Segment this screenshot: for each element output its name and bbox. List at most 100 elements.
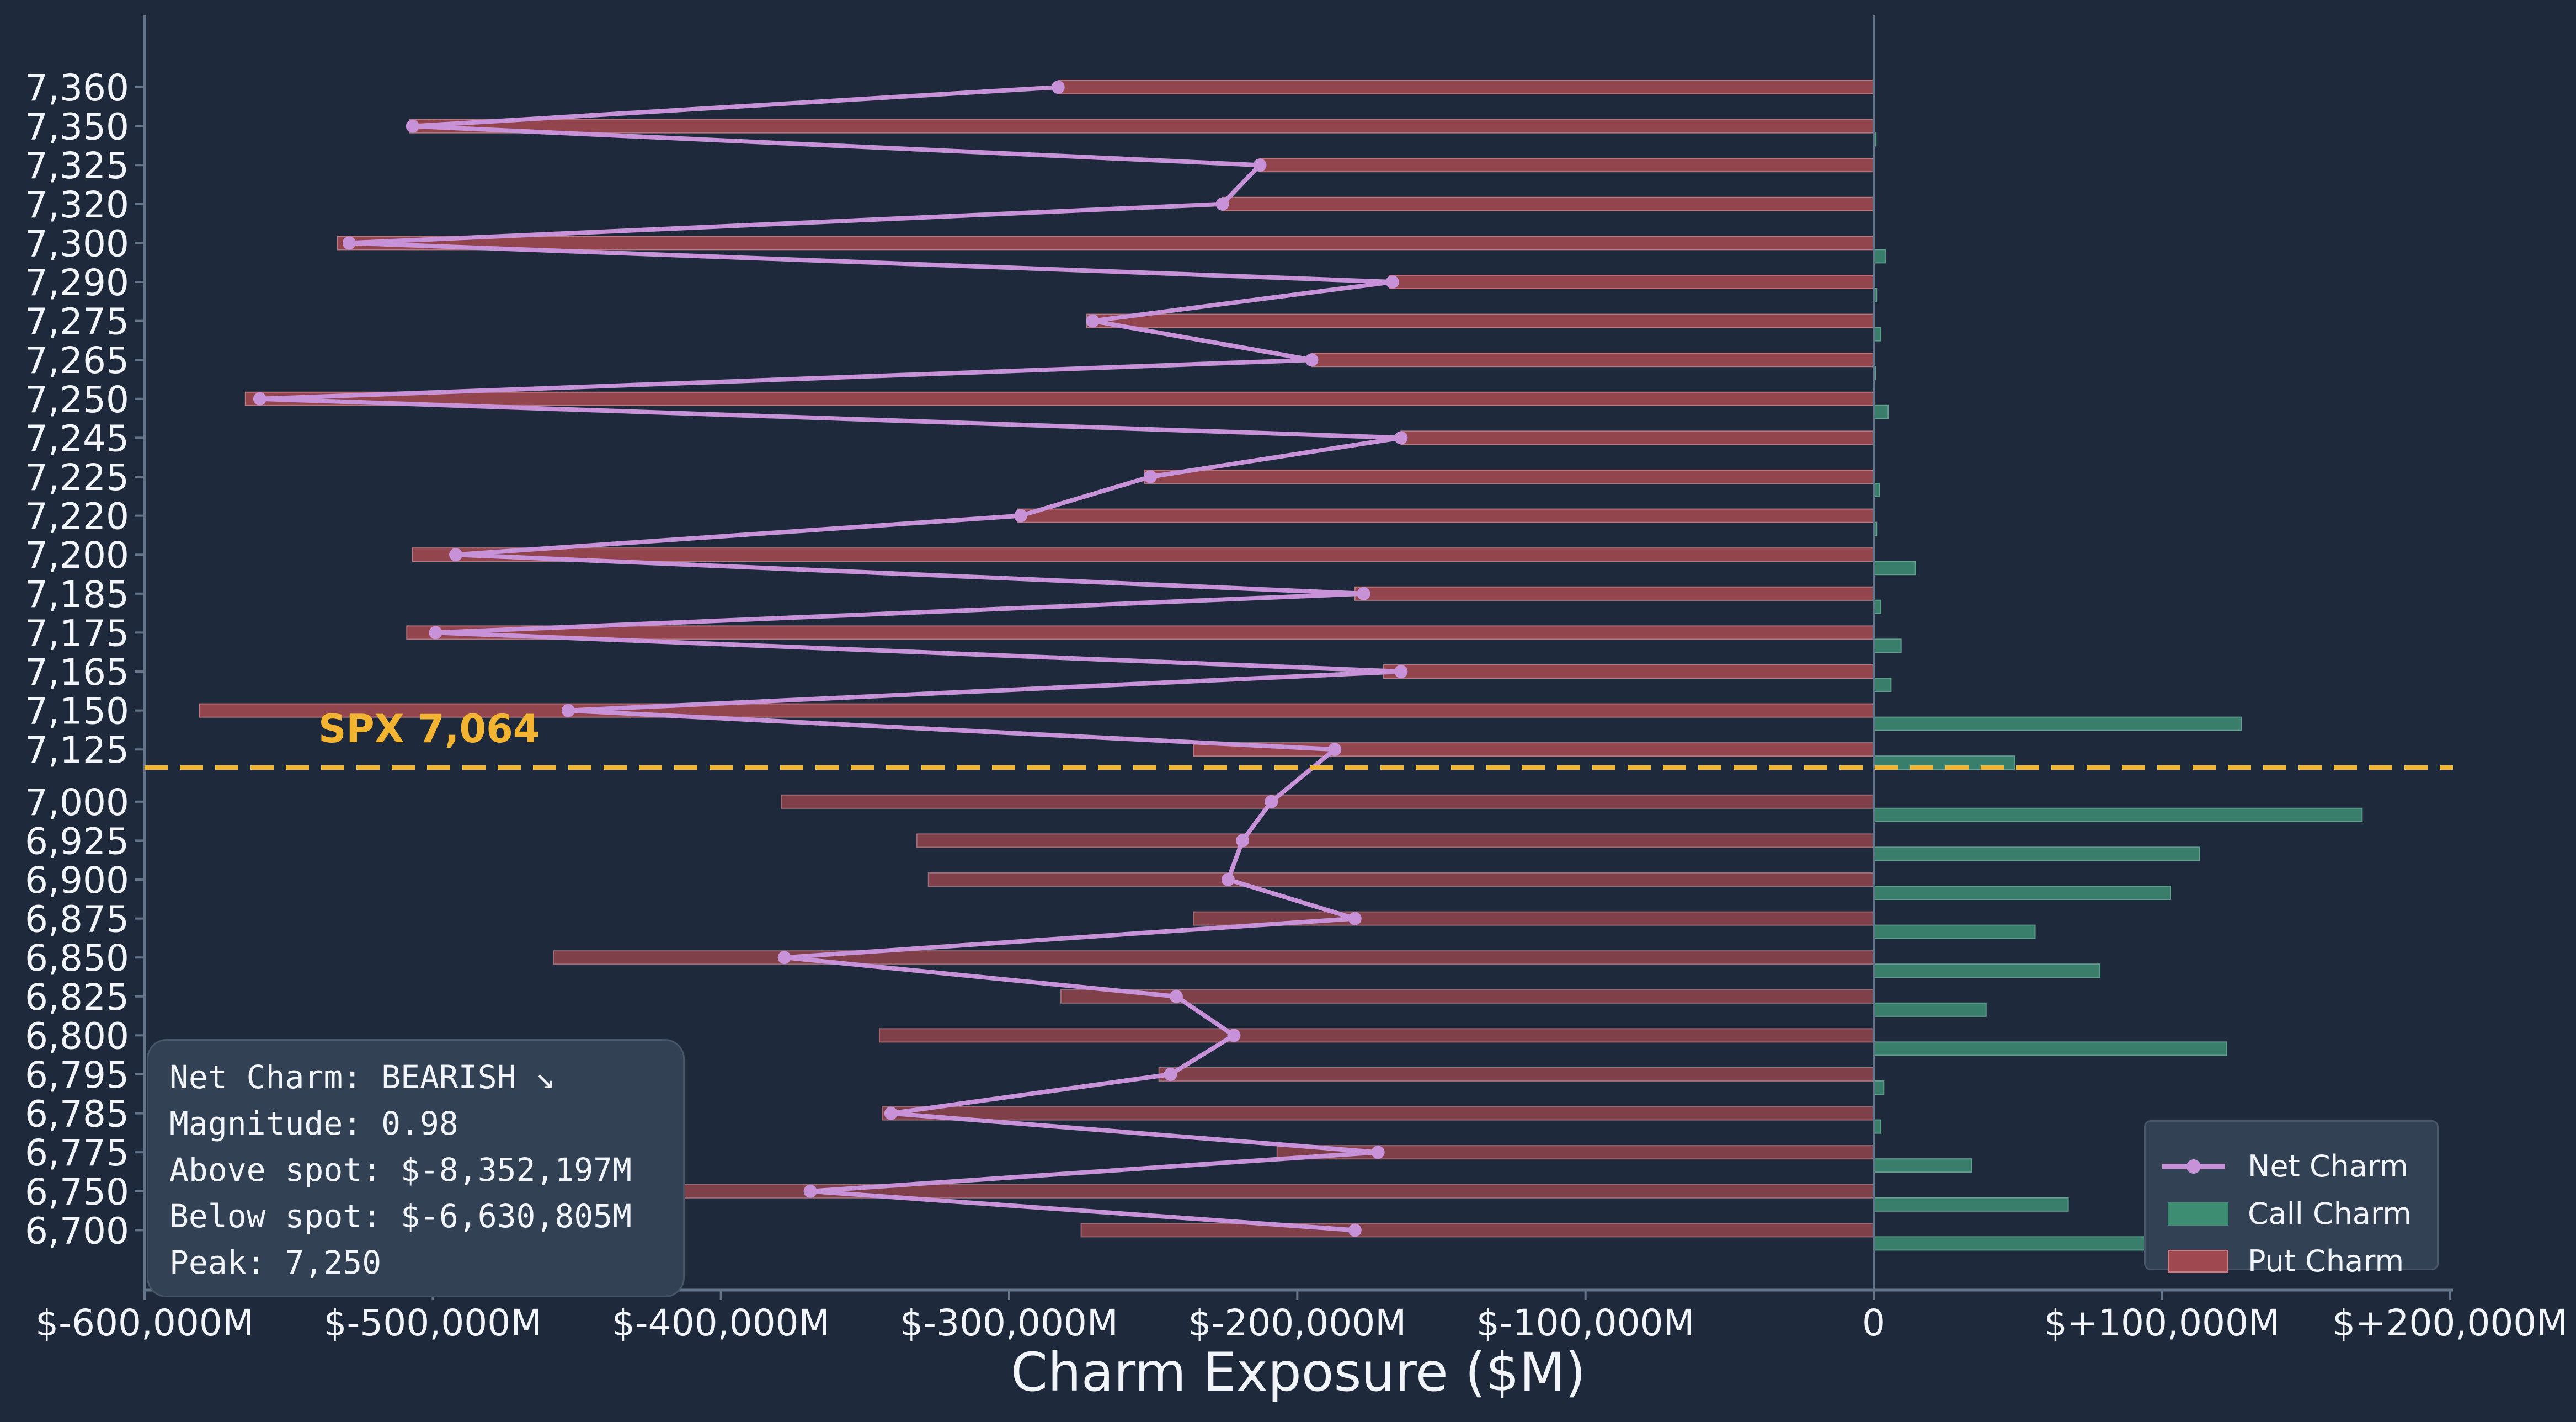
y-tick-label: 7,320: [25, 184, 129, 226]
y-tick-label: 7,290: [25, 262, 129, 304]
put-charm-bar: [406, 625, 1875, 640]
net-charm-point: [1086, 314, 1100, 328]
net-charm-point: [1357, 587, 1370, 600]
call-charm-bar: [1873, 638, 1902, 653]
put-charm-bar: [781, 794, 1874, 809]
x-tick-label: $+200,000M: [2332, 1302, 2568, 1344]
x-tick-label: $-100,000M: [1476, 1302, 1695, 1344]
y-tick-label: 7,350: [25, 106, 129, 148]
net-charm-point: [1236, 834, 1250, 848]
call-charm-bar: [1873, 1002, 1987, 1017]
y-tick-label: 7,125: [25, 729, 129, 771]
spot-label: SPX 7,064: [318, 706, 540, 752]
legend-item-put: Put Charm: [2146, 1238, 2437, 1285]
legend-label-put: Put Charm: [2248, 1244, 2404, 1279]
x-axis-title: Charm Exposure ($M): [1011, 1341, 1586, 1403]
net-charm-point: [253, 392, 266, 406]
net-charm-layer: [253, 81, 1408, 1237]
net-charm-point: [449, 548, 463, 562]
call-charm-bar: [1873, 1197, 2069, 1212]
net-charm-point: [1394, 431, 1408, 445]
net-charm-point: [1143, 470, 1157, 483]
call-charm-swatch-icon: [2168, 1202, 2228, 1226]
y-tick-label: 7,225: [25, 456, 129, 499]
put-charm-bar: [878, 1028, 1874, 1043]
call-charm-bar: [1873, 1236, 2148, 1251]
net-charm-point: [1215, 197, 1229, 211]
y-tick-label: 7,250: [25, 379, 129, 421]
put-charm-bar: [1383, 664, 1875, 679]
net-charm-point: [1265, 795, 1278, 808]
put-charm-bar: [1080, 1223, 1874, 1238]
put-charm-bar: [553, 950, 1874, 965]
net-charm-point: [1394, 665, 1408, 678]
y-tick-label: 7,360: [25, 67, 129, 109]
put-charm-swatch-icon: [2168, 1250, 2228, 1273]
y-tick-label: 7,175: [25, 612, 129, 654]
y-tick-label: 6,750: [25, 1171, 129, 1213]
call-charm-bar: [1873, 1158, 1972, 1173]
y-tick-label: 7,265: [25, 339, 129, 382]
net-charm-point: [1348, 912, 1362, 925]
net-charm-point: [1221, 873, 1235, 886]
call-charm-bar: [1873, 249, 1886, 264]
net-charm-status: Net Charm: BEARISH ↘: [169, 1058, 555, 1096]
call-charm-bar: [1873, 561, 1916, 576]
y-tick-label: 7,185: [25, 573, 129, 616]
y-tick-label: 7,220: [25, 496, 129, 538]
put-charm-bar: [1400, 430, 1874, 445]
y-tick-label: 7,165: [25, 651, 129, 694]
put-charm-bar: [882, 1106, 1874, 1121]
y-tick-label: 7,275: [25, 301, 129, 343]
put-charm-bar: [1017, 508, 1874, 523]
net-charm-point: [1227, 1029, 1241, 1042]
put-charm-bar: [199, 703, 1874, 718]
net-charm-point: [1169, 989, 1183, 1003]
put-charm-bar: [337, 236, 1874, 251]
y-tick-label: 7,245: [25, 417, 129, 460]
y-tick-label: 7,325: [25, 145, 129, 187]
put-charm-bar: [244, 391, 1875, 406]
y-tick-label: 6,775: [25, 1132, 129, 1174]
y-tick-label: 6,800: [25, 1015, 129, 1057]
net-charm-point: [1253, 158, 1267, 172]
y-tick-label: 6,795: [25, 1054, 129, 1096]
net-charm-point: [803, 1184, 817, 1198]
legend-label-net: Net Charm: [2248, 1149, 2408, 1184]
magnitude-value: Magnitude: 0.98: [169, 1105, 458, 1142]
above-spot-value: Above spot: $-8,352,197M: [169, 1151, 632, 1189]
put-charm-bar: [409, 119, 1875, 134]
put-charm-bar: [1222, 196, 1874, 211]
y-tick-label: 7,000: [25, 781, 129, 824]
y-tick-label: 6,785: [25, 1093, 129, 1136]
call-charm-bar: [1873, 1080, 1885, 1095]
net-charm-point: [1328, 743, 1342, 757]
call-charm-bar: [1873, 1041, 2227, 1056]
x-tick-label: $-300,000M: [900, 1302, 1118, 1344]
net-charm-point: [406, 119, 419, 133]
call-charm-bar: [1873, 716, 2242, 731]
put-charm-bar: [412, 547, 1874, 562]
y-tick-label: 6,700: [25, 1210, 129, 1252]
y-tick-label: 6,825: [25, 976, 129, 1019]
net-charm-point: [342, 236, 356, 250]
net-charm-point: [884, 1106, 898, 1120]
net-charm-point: [1348, 1223, 1362, 1237]
put-charm-bar: [1389, 275, 1874, 289]
put-charm-bar: [1057, 80, 1874, 94]
legend-item-call: Call Charm: [2146, 1190, 2437, 1238]
net-charm-point: [1305, 353, 1319, 367]
put-charm-bar: [1086, 313, 1874, 328]
x-tick-label: $-400,000M: [612, 1302, 830, 1344]
net-charm-point: [1014, 509, 1027, 523]
call-charm-bar: [1873, 846, 2200, 861]
y-tick-label: 6,925: [25, 820, 129, 862]
net-charm-point: [1164, 1068, 1177, 1081]
y-tick-label: 7,150: [25, 690, 129, 733]
x-tick-label: $-500,000M: [323, 1302, 542, 1344]
y-tick-label: 7,200: [25, 534, 129, 577]
call-charm-bar: [1873, 678, 1892, 692]
net-charm-point: [1385, 275, 1399, 289]
put-charm-bar: [1354, 586, 1875, 601]
net-charm-point: [1371, 1146, 1385, 1159]
